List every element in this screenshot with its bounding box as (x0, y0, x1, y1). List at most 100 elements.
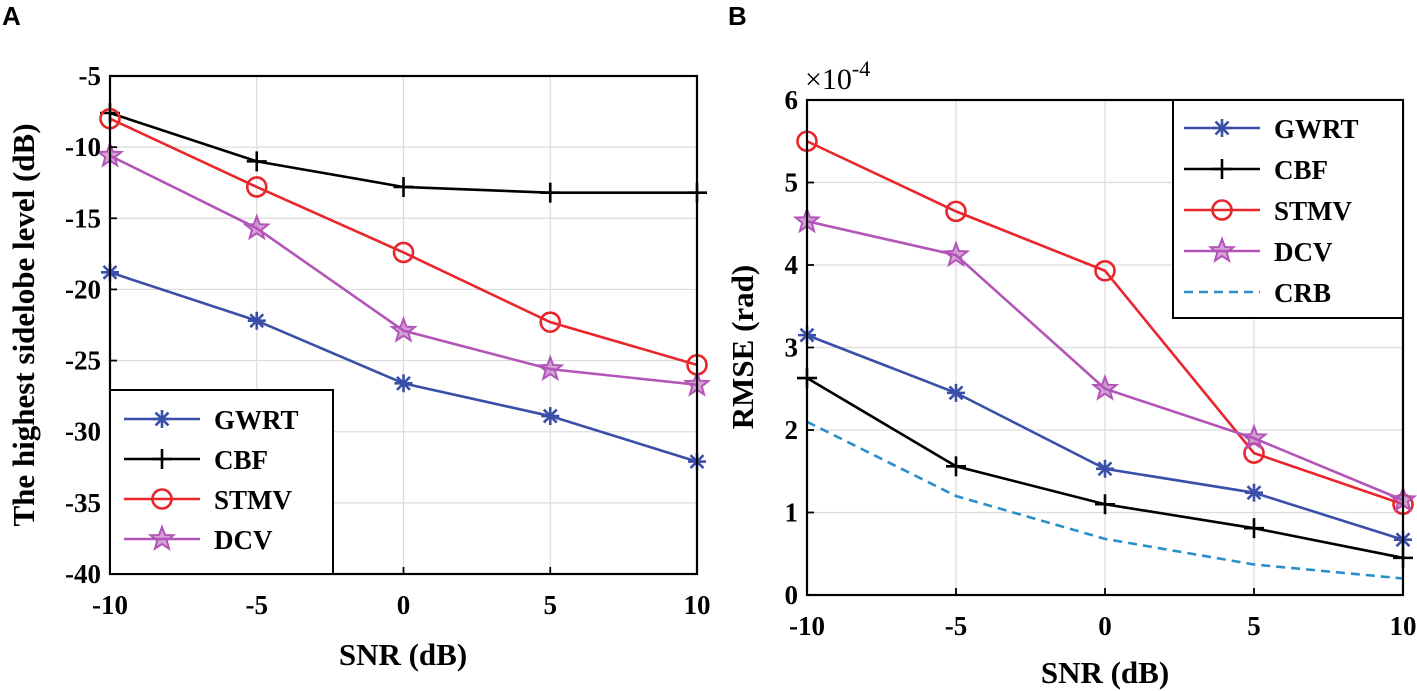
panel-a-y-tick-labels: -40 -35 -30 -25 -20 -15 -10 -5 (65, 61, 117, 589)
b-x-tick-label: -10 (789, 611, 825, 641)
a-legend-label-cbf: CBF (214, 445, 268, 475)
a-y-tick-label: -15 (65, 203, 101, 233)
b-point-gwrt (947, 383, 965, 402)
panel-b-label: B (728, 1, 747, 31)
b-point-gwrt (1245, 483, 1263, 502)
a-x-tick-label: 10 (684, 590, 711, 620)
b-legend-label-stmv: STMV (1274, 196, 1353, 226)
b-y-tick-label: 5 (785, 168, 799, 198)
panel-b-exponent-base: ×10 (805, 63, 852, 96)
b-y-tick-label: 6 (785, 85, 799, 115)
panel-a-y-axis-title: The highest sidelobe level (dB) (6, 123, 41, 526)
b-series-gwrt (798, 326, 1412, 549)
b-point-cbf (1244, 518, 1264, 539)
b-legend-marker-stmv (1211, 199, 1233, 221)
a-x-tick-label: -10 (92, 590, 128, 620)
a-legend-label-stmv: STMV (214, 485, 293, 515)
a-x-tick-label: 0 (397, 590, 411, 620)
b-x-tick-label: 0 (1098, 611, 1112, 641)
b-legend-marker-dcv (1207, 236, 1237, 264)
b-legend-item-stmv: STMV (1184, 196, 1353, 226)
b-point-dcv (1239, 423, 1269, 451)
b-legend-item-dcv: DCV (1184, 236, 1333, 267)
a-y-tick-label: -20 (65, 274, 101, 304)
b-point-dcv (941, 240, 971, 268)
a-point-gwrt (541, 407, 560, 426)
b-legend-item-crb: CRB (1184, 278, 1331, 308)
a-legend-marker-dcv (147, 524, 177, 552)
b-y-tick-label: 2 (785, 415, 799, 445)
a-point-stmv (245, 176, 268, 198)
panel-a-legend-box (109, 389, 334, 575)
panel-a-x-axis-title: SNR (dB) (339, 637, 467, 672)
panel-a-label: A (2, 1, 21, 31)
b-legend-label-crb: CRB (1274, 278, 1331, 308)
a-point-cbf (246, 151, 267, 172)
b-y-tick-label: 4 (785, 250, 799, 280)
b-x-tick-label: 10 (1390, 611, 1417, 641)
a-y-tick-label: -30 (65, 417, 101, 447)
b-point-cbf (946, 456, 966, 477)
a-y-tick-label: -40 (65, 559, 101, 589)
panel-b-legend: GWRT CBF STMV DCV CRB (1172, 99, 1404, 319)
panel-b-exponent-power: -4 (852, 56, 870, 81)
a-x-tick-label: -5 (246, 590, 269, 620)
panel-b-series (792, 130, 1417, 580)
b-series-stmv (796, 130, 1414, 516)
a-point-stmv (539, 311, 562, 333)
b-legend-marker-gwrt (1213, 119, 1231, 137)
b-series-crb (806, 420, 1404, 580)
panel-b-y-tick-labels: 0 1 2 3 4 5 6 (785, 85, 814, 610)
b-point-cbf (1095, 494, 1115, 515)
a-point-stmv (392, 241, 415, 264)
panel-a-x-tick-labels: -10 -5 0 5 10 (92, 567, 711, 620)
b-y-tick-label: 0 (785, 580, 799, 610)
b-legend-label-dcv: DCV (1274, 237, 1333, 267)
b-point-stmv (1094, 259, 1116, 282)
b-legend-label-gwrt: GWRT (1274, 114, 1359, 144)
b-point-stmv (945, 200, 967, 223)
panel-b-x-tick-labels: -10 -5 0 5 10 (789, 588, 1417, 641)
a-point-dcv (536, 354, 565, 382)
b-point-dcv (1090, 373, 1120, 401)
a-y-tick-label: -5 (79, 61, 102, 91)
b-legend-marker-cbf (1212, 159, 1232, 179)
a-point-cbf (393, 176, 414, 197)
a-point-gwrt (247, 311, 266, 330)
b-legend-label-cbf: CBF (1274, 155, 1328, 185)
a-legend-marker-cbf (152, 449, 172, 469)
b-y-tick-label: 1 (785, 498, 799, 528)
b-legend-item-cbf: CBF (1184, 155, 1328, 185)
a-legend-label-gwrt: GWRT (214, 405, 299, 435)
a-y-tick-label: -25 (65, 346, 101, 376)
a-legend-item-stmv: STMV (124, 485, 293, 515)
a-legend-item-cbf: CBF (124, 445, 268, 475)
a-y-tick-label: -35 (65, 488, 101, 518)
a-legend-marker-gwrt (153, 410, 171, 428)
a-point-dcv (389, 315, 418, 343)
panel-a-series (95, 102, 712, 471)
a-y-tick-label: -10 (65, 132, 101, 162)
a-legend-marker-stmv (151, 488, 173, 510)
b-point-gwrt (1096, 459, 1114, 478)
panel-b-exponent: ×10-4 (805, 56, 870, 96)
b-y-tick-label: 3 (785, 333, 799, 363)
panel-a-legend: GWRT CBF STMV DCV (109, 389, 334, 575)
b-x-tick-label: 5 (1247, 611, 1261, 641)
a-line-stmv (109, 117, 698, 367)
a-x-tick-label: 5 (544, 590, 558, 620)
b-legend-item-gwrt: GWRT (1184, 114, 1359, 144)
a-legend-item-gwrt: GWRT (124, 405, 299, 435)
b-line-stmv (806, 140, 1404, 506)
panel-b: B 0 1 2 3 4 5 6 -10 -5 0 5 10 ×10-4 SNR (dB) RMSE … (725, 1, 1417, 690)
b-x-tick-label: -5 (945, 611, 968, 641)
panel-b-y-axis-title: RMSE (rad) (725, 265, 760, 429)
a-point-gwrt (394, 374, 413, 393)
a-legend-item-dcv: DCV (124, 524, 273, 555)
b-line-crb (806, 420, 1404, 580)
panel-a: A -40 -35 -30 -25 -20 -15 -10 -5 -10 -5 0 5 10 SNR … (2, 1, 712, 672)
a-point-cbf (540, 182, 561, 203)
panel-b-x-axis-title: SNR (dB) (1041, 655, 1169, 690)
a-legend-label-dcv: DCV (214, 525, 273, 555)
